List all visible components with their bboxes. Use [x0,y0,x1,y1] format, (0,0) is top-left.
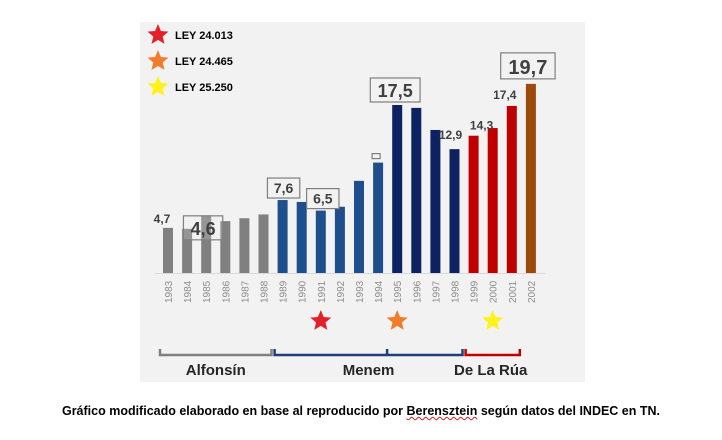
x-tick-label: 1986 [221,280,232,303]
bar-1991 [315,210,326,273]
bar-1997 [430,129,441,273]
bar-1996 [411,107,422,273]
x-tick-label: 1989 [279,280,290,303]
data-label-box-1991 [306,188,340,210]
data-label-1989: 7,6 [274,180,294,196]
bar-1983 [163,227,173,273]
x-tick-label: 2001 [508,280,519,303]
data-label-box-1995 [369,77,421,103]
figure-caption: Gráfico modificado elaborado en base al … [0,404,722,418]
x-tick-label: 1997 [431,280,442,303]
caption-text-end: según datos del INDEC en TN. [477,404,661,418]
legend-star-icon [147,50,169,70]
bar-1985 [201,215,212,273]
data-label-box-1994 [371,153,381,160]
bar-1992 [334,206,345,273]
x-tick-label: 1998 [451,280,462,303]
caption-flagged-word: Berensztein [406,404,478,418]
bar-2002 [525,83,536,273]
period-bracket-menem [273,349,464,357]
period-label: Menem [343,362,395,379]
bar-1988 [258,214,269,273]
law-star-icon-2000 [482,310,504,330]
data-label-2001: 17,4 [493,88,517,102]
data-label-1991: 6,5 [313,191,333,207]
bar-1994 [373,162,384,273]
bar-1990 [296,201,307,273]
bar-1984 [182,228,193,273]
legend-star-icon [147,76,169,96]
law-star-icon-1991 [310,310,332,330]
x-tick-label: 1996 [412,280,423,303]
x-tick-label: 1983 [164,280,175,303]
x-tick-label: 1994 [374,280,385,303]
x-tick-label: 1987 [240,280,251,303]
data-label-1995: 17,5 [378,81,413,101]
data-label-1984: 4,6 [191,219,216,239]
x-tick-label: 1991 [317,280,328,303]
x-tick-label: 1993 [355,280,366,303]
x-tick-label: 1992 [336,280,347,303]
data-label-1998: 12,9 [439,128,463,142]
x-tick-label: 1984 [183,280,194,303]
x-tick-label: 1985 [202,280,213,303]
bar-1989 [277,200,288,273]
bar-1987 [239,218,250,273]
chart-panel: 1983 1984 1985 1986 1987 1988 1989 1990 1991 1992… [140,22,585,382]
bar-2001 [506,105,517,274]
data-label-1999: 14,3 [470,119,494,133]
bar-1998 [449,149,460,273]
bar-1986 [220,221,231,273]
legend-label: LEY 24.465 [175,56,233,68]
data-label-box-2002 [500,52,556,80]
period-label: De La Rúa [454,362,528,379]
period-bracket-alfonsn [158,349,273,357]
bar-chart: 1983 1984 1985 1986 1987 1988 1989 1990 1991 1992… [147,24,556,379]
data-label-box-1984 [182,215,224,241]
x-tick-label: 1990 [298,280,309,303]
period-label: Alfonsín [186,362,246,379]
bar-1999 [468,135,479,273]
legend-star-icon [147,24,169,44]
x-tick-label: 2002 [527,280,538,303]
bar-1995 [392,105,403,273]
bar-1993 [354,180,364,273]
data-label-box-1989 [266,177,301,199]
x-tick-label: 1988 [260,280,271,303]
law-star-icon-1995 [386,310,408,330]
x-tick-label: 2000 [489,280,500,303]
x-tick-label: 1995 [393,280,404,303]
x-tick-label: 1999 [470,280,481,303]
data-label-2002: 19,7 [508,57,547,79]
period-bracket-delara [464,349,522,357]
data-label-1983: 4,7 [154,212,171,226]
legend-label: LEY 25.250 [175,82,233,94]
caption-text-start: Gráfico modificado elaborado en base al … [61,404,407,418]
legend-label: LEY 24.013 [175,30,233,42]
bar-2000 [487,128,498,273]
